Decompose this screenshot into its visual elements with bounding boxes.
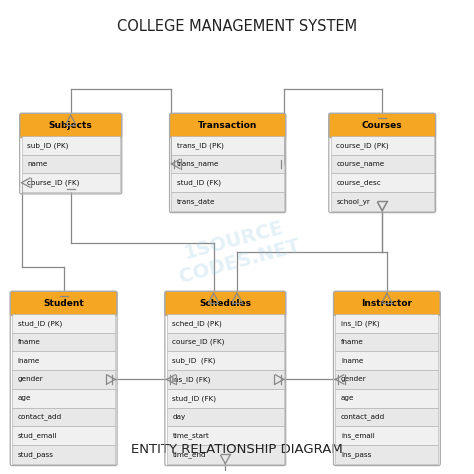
FancyBboxPatch shape xyxy=(336,351,438,370)
FancyBboxPatch shape xyxy=(167,408,284,426)
FancyBboxPatch shape xyxy=(21,155,120,173)
Text: 1SOURCE
CODES.NET: 1SOURCE CODES.NET xyxy=(172,215,302,287)
Text: course_ID (FK): course_ID (FK) xyxy=(27,179,80,186)
FancyBboxPatch shape xyxy=(336,333,438,351)
Text: Transaction: Transaction xyxy=(198,121,257,130)
FancyBboxPatch shape xyxy=(172,155,284,173)
FancyBboxPatch shape xyxy=(331,136,434,155)
FancyBboxPatch shape xyxy=(12,370,115,389)
Text: COLLEGE MANAGEMENT SYSTEM: COLLEGE MANAGEMENT SYSTEM xyxy=(117,19,357,34)
FancyBboxPatch shape xyxy=(336,314,438,333)
Text: ins_email: ins_email xyxy=(341,432,375,439)
Text: Student: Student xyxy=(43,299,84,308)
Text: day: day xyxy=(173,414,186,420)
FancyBboxPatch shape xyxy=(167,389,284,408)
FancyBboxPatch shape xyxy=(19,113,122,137)
Text: ins_ID (FK): ins_ID (FK) xyxy=(173,376,211,383)
FancyBboxPatch shape xyxy=(336,445,438,464)
FancyBboxPatch shape xyxy=(12,351,115,370)
Text: course_desc: course_desc xyxy=(337,179,381,186)
Text: Courses: Courses xyxy=(362,121,402,130)
Text: stud_email: stud_email xyxy=(18,432,57,439)
FancyBboxPatch shape xyxy=(172,173,284,192)
FancyBboxPatch shape xyxy=(12,314,115,333)
FancyBboxPatch shape xyxy=(336,408,438,426)
FancyBboxPatch shape xyxy=(336,370,438,389)
FancyBboxPatch shape xyxy=(12,426,115,445)
FancyBboxPatch shape xyxy=(170,113,286,137)
Text: trans_name: trans_name xyxy=(177,161,219,167)
Text: stud_pass: stud_pass xyxy=(18,451,54,458)
Text: name: name xyxy=(27,161,47,167)
Text: Schedules: Schedules xyxy=(199,299,251,308)
FancyBboxPatch shape xyxy=(10,292,117,316)
Text: fname: fname xyxy=(341,339,364,345)
FancyBboxPatch shape xyxy=(336,389,438,408)
FancyBboxPatch shape xyxy=(12,389,115,408)
Text: lname: lname xyxy=(341,358,364,364)
FancyBboxPatch shape xyxy=(165,292,286,316)
FancyBboxPatch shape xyxy=(329,113,436,137)
Text: age: age xyxy=(18,395,31,401)
FancyBboxPatch shape xyxy=(167,314,284,333)
Text: fname: fname xyxy=(18,339,41,345)
FancyBboxPatch shape xyxy=(167,333,284,351)
Text: stud_ID (PK): stud_ID (PK) xyxy=(18,320,62,327)
FancyBboxPatch shape xyxy=(334,292,440,316)
Text: sub_ID (PK): sub_ID (PK) xyxy=(27,142,69,148)
FancyBboxPatch shape xyxy=(12,333,115,351)
Text: ins_ID (PK): ins_ID (PK) xyxy=(341,320,380,327)
FancyBboxPatch shape xyxy=(167,370,284,389)
Text: sched_ID (PK): sched_ID (PK) xyxy=(173,320,222,327)
FancyBboxPatch shape xyxy=(21,173,120,192)
Text: trans_date: trans_date xyxy=(177,198,216,205)
Text: course_ID (FK): course_ID (FK) xyxy=(173,338,225,345)
FancyBboxPatch shape xyxy=(331,155,434,173)
Text: age: age xyxy=(341,395,355,401)
Text: stud_ID (FK): stud_ID (FK) xyxy=(177,179,221,186)
Text: school_yr: school_yr xyxy=(337,198,370,205)
FancyBboxPatch shape xyxy=(21,136,120,155)
Text: stud_ID (FK): stud_ID (FK) xyxy=(173,395,216,401)
Text: contact_add: contact_add xyxy=(18,413,62,420)
Text: course_name: course_name xyxy=(337,161,384,167)
FancyBboxPatch shape xyxy=(167,426,284,445)
FancyBboxPatch shape xyxy=(331,173,434,192)
Text: sub_ID  (FK): sub_ID (FK) xyxy=(173,357,216,364)
Text: ins_pass: ins_pass xyxy=(341,451,371,458)
FancyBboxPatch shape xyxy=(12,408,115,426)
FancyBboxPatch shape xyxy=(172,136,284,155)
Text: lname: lname xyxy=(18,358,40,364)
Text: contact_add: contact_add xyxy=(341,413,385,420)
FancyBboxPatch shape xyxy=(331,192,434,211)
Text: trans_ID (PK): trans_ID (PK) xyxy=(177,142,224,148)
FancyBboxPatch shape xyxy=(167,445,284,464)
FancyBboxPatch shape xyxy=(12,445,115,464)
FancyBboxPatch shape xyxy=(172,192,284,211)
FancyBboxPatch shape xyxy=(336,426,438,445)
Text: time_start: time_start xyxy=(173,432,209,439)
Text: ENTITY RELATIONSHIP DIAGRAM: ENTITY RELATIONSHIP DIAGRAM xyxy=(131,443,343,456)
Text: time_end: time_end xyxy=(173,451,206,458)
Text: Subjects: Subjects xyxy=(49,121,92,130)
Text: gender: gender xyxy=(341,376,367,383)
Text: gender: gender xyxy=(18,376,44,383)
Text: course_ID (PK): course_ID (PK) xyxy=(337,142,389,148)
Text: Instructor: Instructor xyxy=(361,299,412,308)
FancyBboxPatch shape xyxy=(167,351,284,370)
